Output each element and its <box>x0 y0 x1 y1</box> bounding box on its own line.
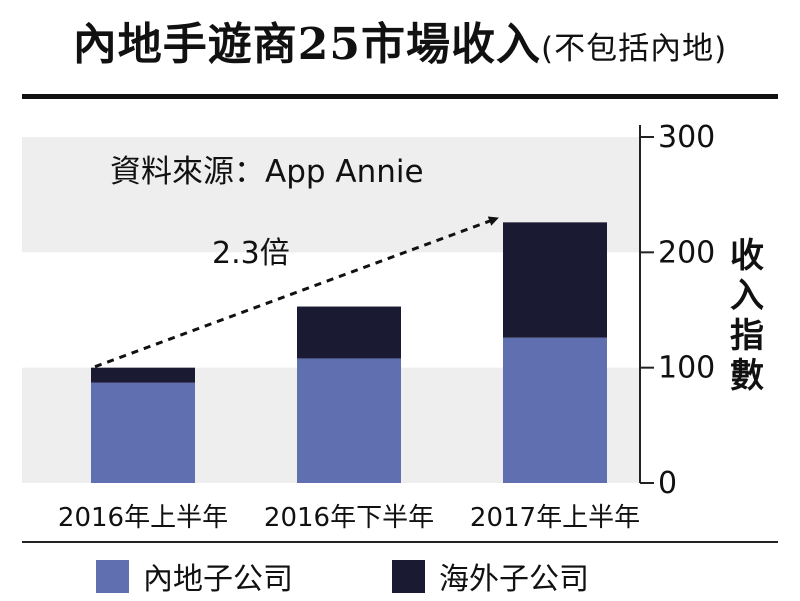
y-axis-label-char: 入 <box>730 276 764 316</box>
chart-title-main: 內地手遊商25市場收入 <box>72 19 542 70</box>
bar-segment-overseas <box>503 222 607 338</box>
y-tick-label: 0 <box>658 466 677 501</box>
legend-label-domestic: 內地子公司 <box>143 562 293 597</box>
x-tick-label: 2016年下半年 <box>264 503 434 533</box>
chart-title-sub: (不包括內地) <box>541 31 728 67</box>
legend-item-overseas: 海外子公司 <box>392 554 589 598</box>
legend: 內地子公司 海外子公司 <box>0 554 800 597</box>
legend-swatch-overseas <box>392 559 425 593</box>
y-axis-label: 收入指數 <box>724 236 770 396</box>
y-tick-label: 100 <box>658 351 715 386</box>
legend-swatch-domestic <box>96 559 129 593</box>
legend-label-overseas: 海外子公司 <box>439 562 589 597</box>
source-note: 資料來源：App Annie <box>110 154 424 190</box>
x-tick-label: 2016年上半年 <box>58 503 228 533</box>
bar-segment-overseas <box>91 367 195 383</box>
y-axis-label-char: 收 <box>730 236 764 276</box>
bar-segment-domestic <box>297 358 401 483</box>
legend-item-domestic: 內地子公司 <box>96 554 293 598</box>
growth-annotation: 2.3倍 <box>212 236 290 271</box>
bar-segment-domestic <box>503 337 607 483</box>
bar-segment-domestic <box>91 382 195 483</box>
growth-arrow <box>94 216 499 369</box>
legend-divider <box>22 541 778 543</box>
chart-title: 內地手遊商25市場收入(不包括內地) <box>0 8 800 72</box>
y-axis-label-char: 指 <box>730 316 764 356</box>
y-tick-label: 300 <box>658 120 715 155</box>
y-tick-label: 200 <box>658 235 715 270</box>
y-axis-label-char: 數 <box>730 356 764 396</box>
x-tick-label: 2017年上半年 <box>470 503 640 533</box>
title-divider <box>22 94 778 99</box>
bar-segment-overseas <box>297 306 401 359</box>
